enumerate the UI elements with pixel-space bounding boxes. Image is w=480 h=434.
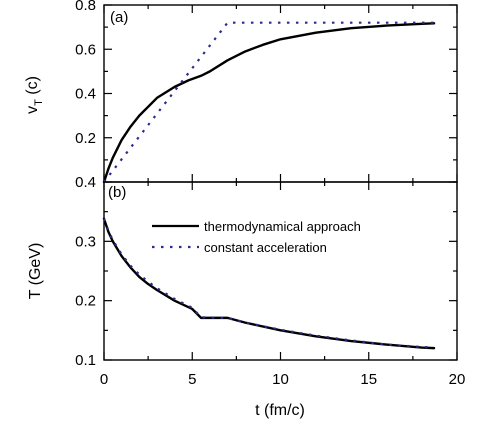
x-tick-label: 5: [188, 371, 196, 388]
y-tick-label: 0.4: [75, 174, 96, 191]
panel-b-xlabel: t (fm/c): [255, 402, 305, 419]
panel-b-series: [102, 217, 436, 350]
panel-a-ylabel: vT (c): [24, 76, 45, 114]
panel-a-ytick-labels: 0.2 0.4 0.6 0.8: [75, 0, 96, 147]
y-tick-label: 0.3: [75, 233, 96, 250]
panel-b-xtick-labels: 0 5 10 15 20: [100, 371, 466, 388]
panel-a-ylabel-main: v: [24, 106, 41, 114]
panel-a-frame: [103, 4, 458, 183]
y-tick-label: 0.8: [75, 0, 96, 14]
panel-a-label: (a): [110, 9, 128, 26]
legend-thermo-label: thermodynamical approach: [204, 219, 361, 234]
y-tick-label: 0.2: [75, 293, 96, 310]
panel-b-ytick-labels: 0.1 0.2 0.3 0.4: [75, 174, 96, 369]
panel-a-ylabel-unit: (c): [24, 76, 41, 99]
series-thermo-line: [102, 217, 436, 350]
panel-b-label: (b): [108, 184, 126, 201]
panel-b-frame: [103, 181, 458, 361]
panel-b-ticks: [103, 181, 458, 361]
y-tick-label: 0.1: [75, 352, 96, 369]
panel-a-ticks: [103, 4, 458, 183]
legend-const-label: constant acceleration: [204, 240, 327, 255]
y-tick-label: 0.6: [75, 41, 96, 58]
panel-b-ylabel: T (GeV): [27, 243, 44, 300]
x-tick-label: 10: [272, 371, 289, 388]
legend: thermodynamical approach constant accele…: [152, 219, 361, 255]
y-tick-label: 0.2: [75, 130, 96, 147]
x-tick-label: 0: [100, 371, 108, 388]
y-tick-label: 0.4: [75, 86, 96, 103]
panel-a: 0.2 0.4 0.6 0.8 (a) vT (c): [24, 0, 458, 184]
x-tick-label: 15: [360, 371, 377, 388]
panel-b: 0.1 0.2 0.3 0.4 0 5 10 15 20 (b) T (GeV) t (fm/…: [27, 174, 465, 419]
panel-a-series: [102, 21, 436, 184]
panel-a-ylabel-sub: T: [33, 99, 45, 106]
x-tick-label: 20: [449, 371, 466, 388]
series-thermo-line: [102, 22, 436, 184]
